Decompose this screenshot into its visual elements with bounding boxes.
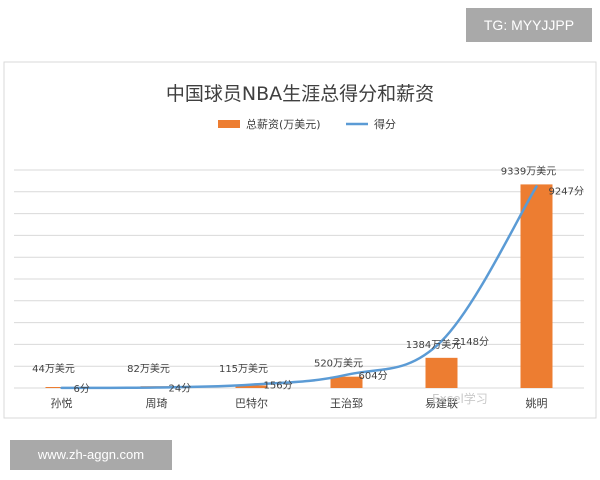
line-value-label: 24分 (169, 382, 192, 394)
category-label: 孙悦 (51, 396, 73, 410)
bottom-watermark-tag: www.zh-aggn.com (10, 440, 172, 470)
bar (425, 357, 458, 388)
category-label: 易建联 (425, 396, 458, 410)
category-label: 巴特尔 (235, 396, 268, 410)
bar-data-labels: 44万美元 82万美元 115万美元 520万美元 1384万美元 9339万美元 (32, 164, 556, 375)
line-value-label: 9247分 (549, 185, 584, 197)
legend-bar-label: 总薪资(万美元) (246, 117, 321, 131)
bar (330, 376, 363, 388)
bar-value-label: 520万美元 (314, 357, 363, 370)
chart-title: 中国球员NBA生涯总得分和薪资 (166, 83, 434, 105)
line-value-label: 2148分 (454, 336, 489, 348)
chart-border (3, 61, 597, 419)
line-data-labels: 6分 24分 156分 604分 2148分 9247分 (74, 185, 584, 394)
line-value-label: 604分 (359, 370, 388, 382)
bar-value-label: 82万美元 (127, 362, 170, 375)
bar-value-label: 115万美元 (219, 362, 268, 375)
category-label: 姚明 (526, 396, 548, 410)
top-watermark-tag: TG: MYYJJPP (466, 8, 592, 42)
category-axis-labels: 孙悦 周琦 巴特尔 王治郅 易建联 姚明 (51, 396, 548, 410)
line-series (60, 185, 538, 390)
chart-svg: 中国球员NBA生涯总得分和薪资 总薪资(万美元) 得分 孙悦 周琦 巴特尔 王治郅 易建联… (3, 61, 597, 419)
bar-value-label: 44万美元 (32, 362, 75, 375)
chart-gridlines (14, 169, 584, 389)
bar (520, 184, 553, 388)
chart-container: 中国球员NBA生涯总得分和薪资 总薪资(万美元) 得分 孙悦 周琦 巴特尔 王治郅 易建联… (0, 60, 600, 420)
category-label: 周琦 (146, 397, 168, 410)
line-value-label: 156分 (264, 380, 293, 392)
score-line (60, 185, 538, 390)
line-value-label: 6分 (74, 383, 90, 395)
legend-bar-swatch (218, 120, 240, 128)
chart-legend: 总薪资(万美元) 得分 (218, 117, 396, 131)
category-label: 王治郅 (330, 396, 363, 410)
bar (235, 385, 268, 388)
legend-line-label: 得分 (374, 118, 396, 131)
excel-watermark: Excel学习 (432, 391, 488, 406)
bar-value-label: 9339万美元 (501, 164, 556, 177)
bar-value-label: 1384万美元 (406, 338, 461, 351)
bar-series (45, 184, 553, 388)
